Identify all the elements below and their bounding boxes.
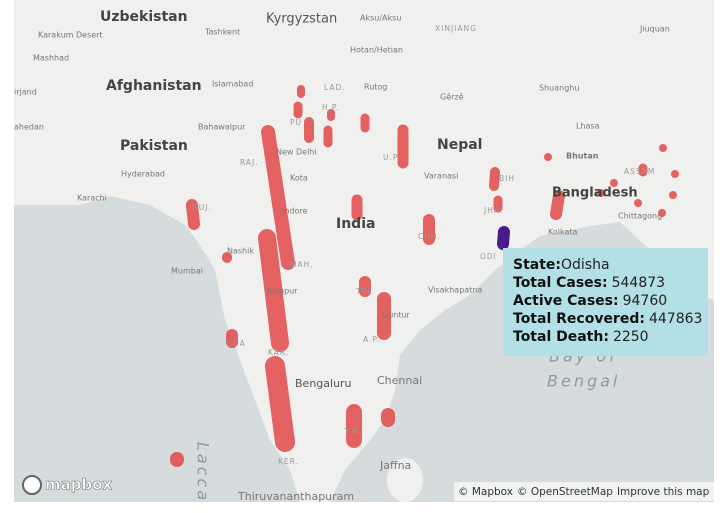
field-label: Total Recovered: <box>513 311 645 327</box>
place-label: A.P. <box>363 335 380 344</box>
place-label: Thiruvananthapuram <box>237 490 354 503</box>
selected-column[interactable] <box>497 226 510 250</box>
place-label: JHA. <box>483 206 503 215</box>
tooltip-line: Active Cases: 94760 <box>513 293 667 309</box>
place-label: Chennai <box>377 374 422 387</box>
tooltip-line: State:Odisha <box>513 257 610 273</box>
field-value: 544873 <box>612 275 665 291</box>
place-label: Afghanistan <box>106 78 202 94</box>
attribution-link[interactable]: © Mapbox <box>458 486 513 498</box>
attribution: © Mapbox © OpenStreetMap Improve this map <box>458 486 710 498</box>
water-label: Bengal <box>547 372 620 391</box>
place-label: Karachi <box>77 194 107 203</box>
place-label: H.P. <box>322 103 340 112</box>
place-label: ASSAM <box>624 167 655 176</box>
tooltip-box <box>503 248 708 356</box>
place-label: GUJ. <box>192 203 212 212</box>
place-label: Bangladesh <box>552 186 638 201</box>
field-value: 2250 <box>613 329 649 345</box>
place-label: Bengaluru <box>295 377 352 390</box>
place-label: Guntur <box>382 311 411 320</box>
place-label: Kota <box>290 174 308 183</box>
attribution-link[interactable]: © OpenStreetMap <box>517 486 613 498</box>
place-label: Uzbekistan <box>100 9 188 25</box>
place-label: Visakhapatna <box>428 286 482 295</box>
arabian-sea <box>14 196 300 502</box>
field-label: Active Cases: <box>513 293 619 309</box>
place-label: RAJ. <box>240 158 259 167</box>
place-label: U.P. <box>383 153 401 162</box>
tooltip-line: Total Cases: 544873 <box>513 275 665 291</box>
field-value: 94760 <box>623 293 668 309</box>
place-label: Shuanghu <box>539 84 579 93</box>
field-label: State: <box>513 257 561 273</box>
column <box>265 356 295 452</box>
mapbox-logo[interactable]: mapbox <box>22 475 113 495</box>
place-label: Hyderabad <box>121 170 165 179</box>
place-label: PU <box>290 118 302 127</box>
place-label: MAH. <box>290 260 314 269</box>
place-label: Bahawalpur <box>198 123 246 132</box>
place-label: Mashhad <box>33 54 69 63</box>
logo-text: mapbox <box>45 476 113 494</box>
place-label: Lhasa <box>576 122 600 131</box>
place-label: LAD. <box>324 83 346 92</box>
place-label: Gêrzê <box>440 92 464 102</box>
place-label: Hotan/Hetian <box>350 46 403 55</box>
water-label: Lacca <box>194 442 213 503</box>
tooltip: State:Odisha Total Cases: 544873 Active C… <box>503 248 708 356</box>
place-label: XINJIANG <box>435 24 477 33</box>
tooltip-line: Total Recovered: 447863 <box>513 311 702 327</box>
place-label: Rutog <box>364 83 387 92</box>
field-value: 447863 <box>649 311 702 327</box>
place-label: India <box>336 216 375 232</box>
logo-icon <box>22 475 42 495</box>
column <box>186 199 200 230</box>
place-label: KAR. <box>268 348 289 357</box>
place-label: KER. <box>278 457 299 466</box>
place-label: Bhutan <box>566 152 599 161</box>
column <box>258 229 289 352</box>
place-label: Indore <box>282 207 308 216</box>
place-label: GOA <box>226 339 246 348</box>
field-label: Total Death: <box>513 329 609 345</box>
attribution-link[interactable]: Improve this map <box>617 486 710 498</box>
place-label: irjand <box>14 88 37 97</box>
place-label: Varanasi <box>424 172 458 181</box>
field-value: Odisha <box>561 257 610 273</box>
column <box>261 125 295 270</box>
column <box>550 190 565 220</box>
place-label: Jaffna <box>379 459 411 472</box>
place-label: TEL <box>355 287 373 296</box>
place-label: Tashkent <box>204 28 240 37</box>
place-label: Karakum Desert <box>38 31 103 40</box>
attribution-bar <box>454 482 714 501</box>
place-label: Chittagong <box>618 212 662 221</box>
tooltip-line: Total Death: 2250 <box>513 329 649 345</box>
field-label: Total Cases: <box>513 275 608 291</box>
place-label: New Delhi <box>276 148 317 157</box>
place-label: Mumbai <box>171 267 203 276</box>
place-label: T.N. <box>343 427 362 436</box>
place-label: Solapur <box>267 287 298 296</box>
place-label: BIH <box>499 174 515 183</box>
place-label: CHH. <box>418 232 441 241</box>
place-label: Aksu/Aksu <box>360 14 401 23</box>
place-label: Islamabad <box>212 80 253 89</box>
place-label: Kyrgyzstan <box>266 12 337 27</box>
place-label: Nashik <box>227 247 254 256</box>
place-label: Pakistan <box>120 138 188 154</box>
place-label: ODI <box>480 252 497 261</box>
column <box>489 167 500 191</box>
place-label: Kolkata <box>548 228 577 237</box>
place-label: Nepal <box>437 137 482 153</box>
columns <box>170 85 679 467</box>
place-label: Jiuquan <box>639 25 670 34</box>
sri-lanka <box>387 458 423 502</box>
place-label: ahedan <box>14 123 44 132</box>
